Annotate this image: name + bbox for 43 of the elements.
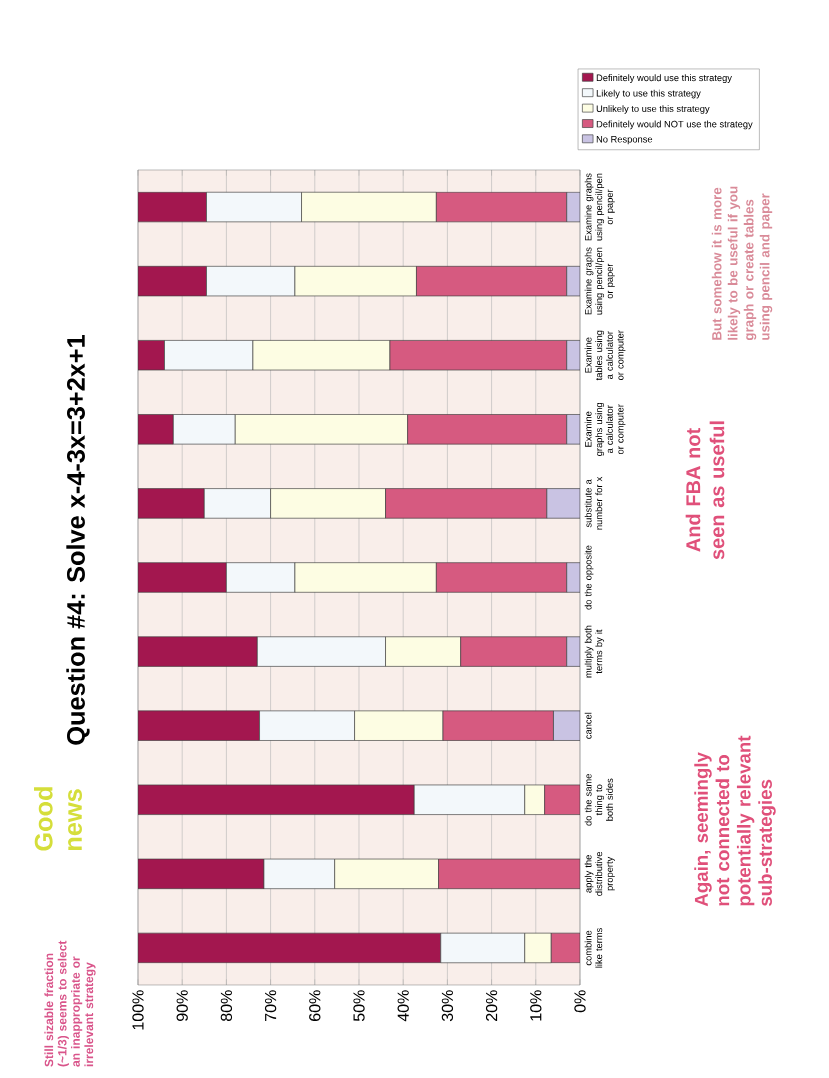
y-tick-label: multiply both terms by it bbox=[584, 625, 605, 678]
y-tick-label: apply the distributive property bbox=[584, 851, 615, 896]
bar bbox=[544, 784, 580, 815]
legend-label: Unlikely to use this strategy bbox=[596, 105, 710, 114]
text: Question #4: Solve x-4-3x=3+2x+1 bbox=[66, 335, 90, 745]
legend-label: Likely to use this strategy bbox=[596, 89, 701, 99]
y-tick-label: substitute a number for x bbox=[584, 476, 603, 530]
x-tick-label: 80% bbox=[220, 990, 233, 1022]
y-tick-label: combine like terms bbox=[584, 928, 603, 968]
text: And FBA not seen as useful bbox=[685, 421, 725, 560]
bar bbox=[407, 414, 568, 445]
bar bbox=[438, 858, 580, 890]
x-tick-label: 10% bbox=[530, 990, 542, 1021]
bar bbox=[460, 636, 568, 667]
x-tick-label: 30% bbox=[441, 990, 454, 1022]
x-tick-label: 50% bbox=[353, 990, 365, 1022]
legend-label: Definitely would use this strategy bbox=[596, 74, 732, 83]
x-tick-label: 40% bbox=[397, 990, 409, 1022]
y-tick-label: do the opposite bbox=[584, 545, 594, 610]
legend-label: No Response bbox=[596, 136, 653, 145]
text: Good news bbox=[34, 787, 82, 851]
bar bbox=[442, 710, 554, 741]
bar bbox=[436, 562, 568, 593]
bar bbox=[416, 265, 568, 297]
y-tick-label: Examine graphs using pencil/pen or paper bbox=[584, 247, 615, 315]
legend-label: Definitely would NOT use the strategy bbox=[596, 120, 753, 130]
x-tick-label: 60% bbox=[309, 990, 321, 1021]
y-tick-label: do the same thing to both sides bbox=[584, 774, 613, 826]
y-tick-label: cancel bbox=[584, 712, 592, 739]
x-tick-label: 100% bbox=[132, 990, 144, 1030]
text: But somehow it is more likely to be useful if you graph or create tables using pencil and paper bbox=[711, 186, 773, 341]
y-tick-label: Examine tables using a calculator or computer bbox=[584, 330, 626, 381]
x-tick-label: 20% bbox=[485, 990, 498, 1021]
text: Still sizable fraction (~1/3) seems to select an inappropriate or irrelevant strategy bbox=[44, 940, 96, 1067]
x-tick-label: 90% bbox=[176, 990, 188, 1021]
y-tick-label: Examine graphs using a calculator or computer bbox=[584, 402, 626, 456]
x-tick-label: 0% bbox=[574, 990, 586, 1013]
text: Again, seemingly not connected to potentially relevant sub-strategies bbox=[694, 735, 776, 907]
bar bbox=[385, 488, 548, 519]
bar bbox=[389, 340, 568, 371]
y-tick-label: Examine graphs using pencil/pen or paper bbox=[584, 173, 615, 241]
bar bbox=[436, 191, 568, 223]
x-tick-label: 70% bbox=[264, 990, 277, 1021]
